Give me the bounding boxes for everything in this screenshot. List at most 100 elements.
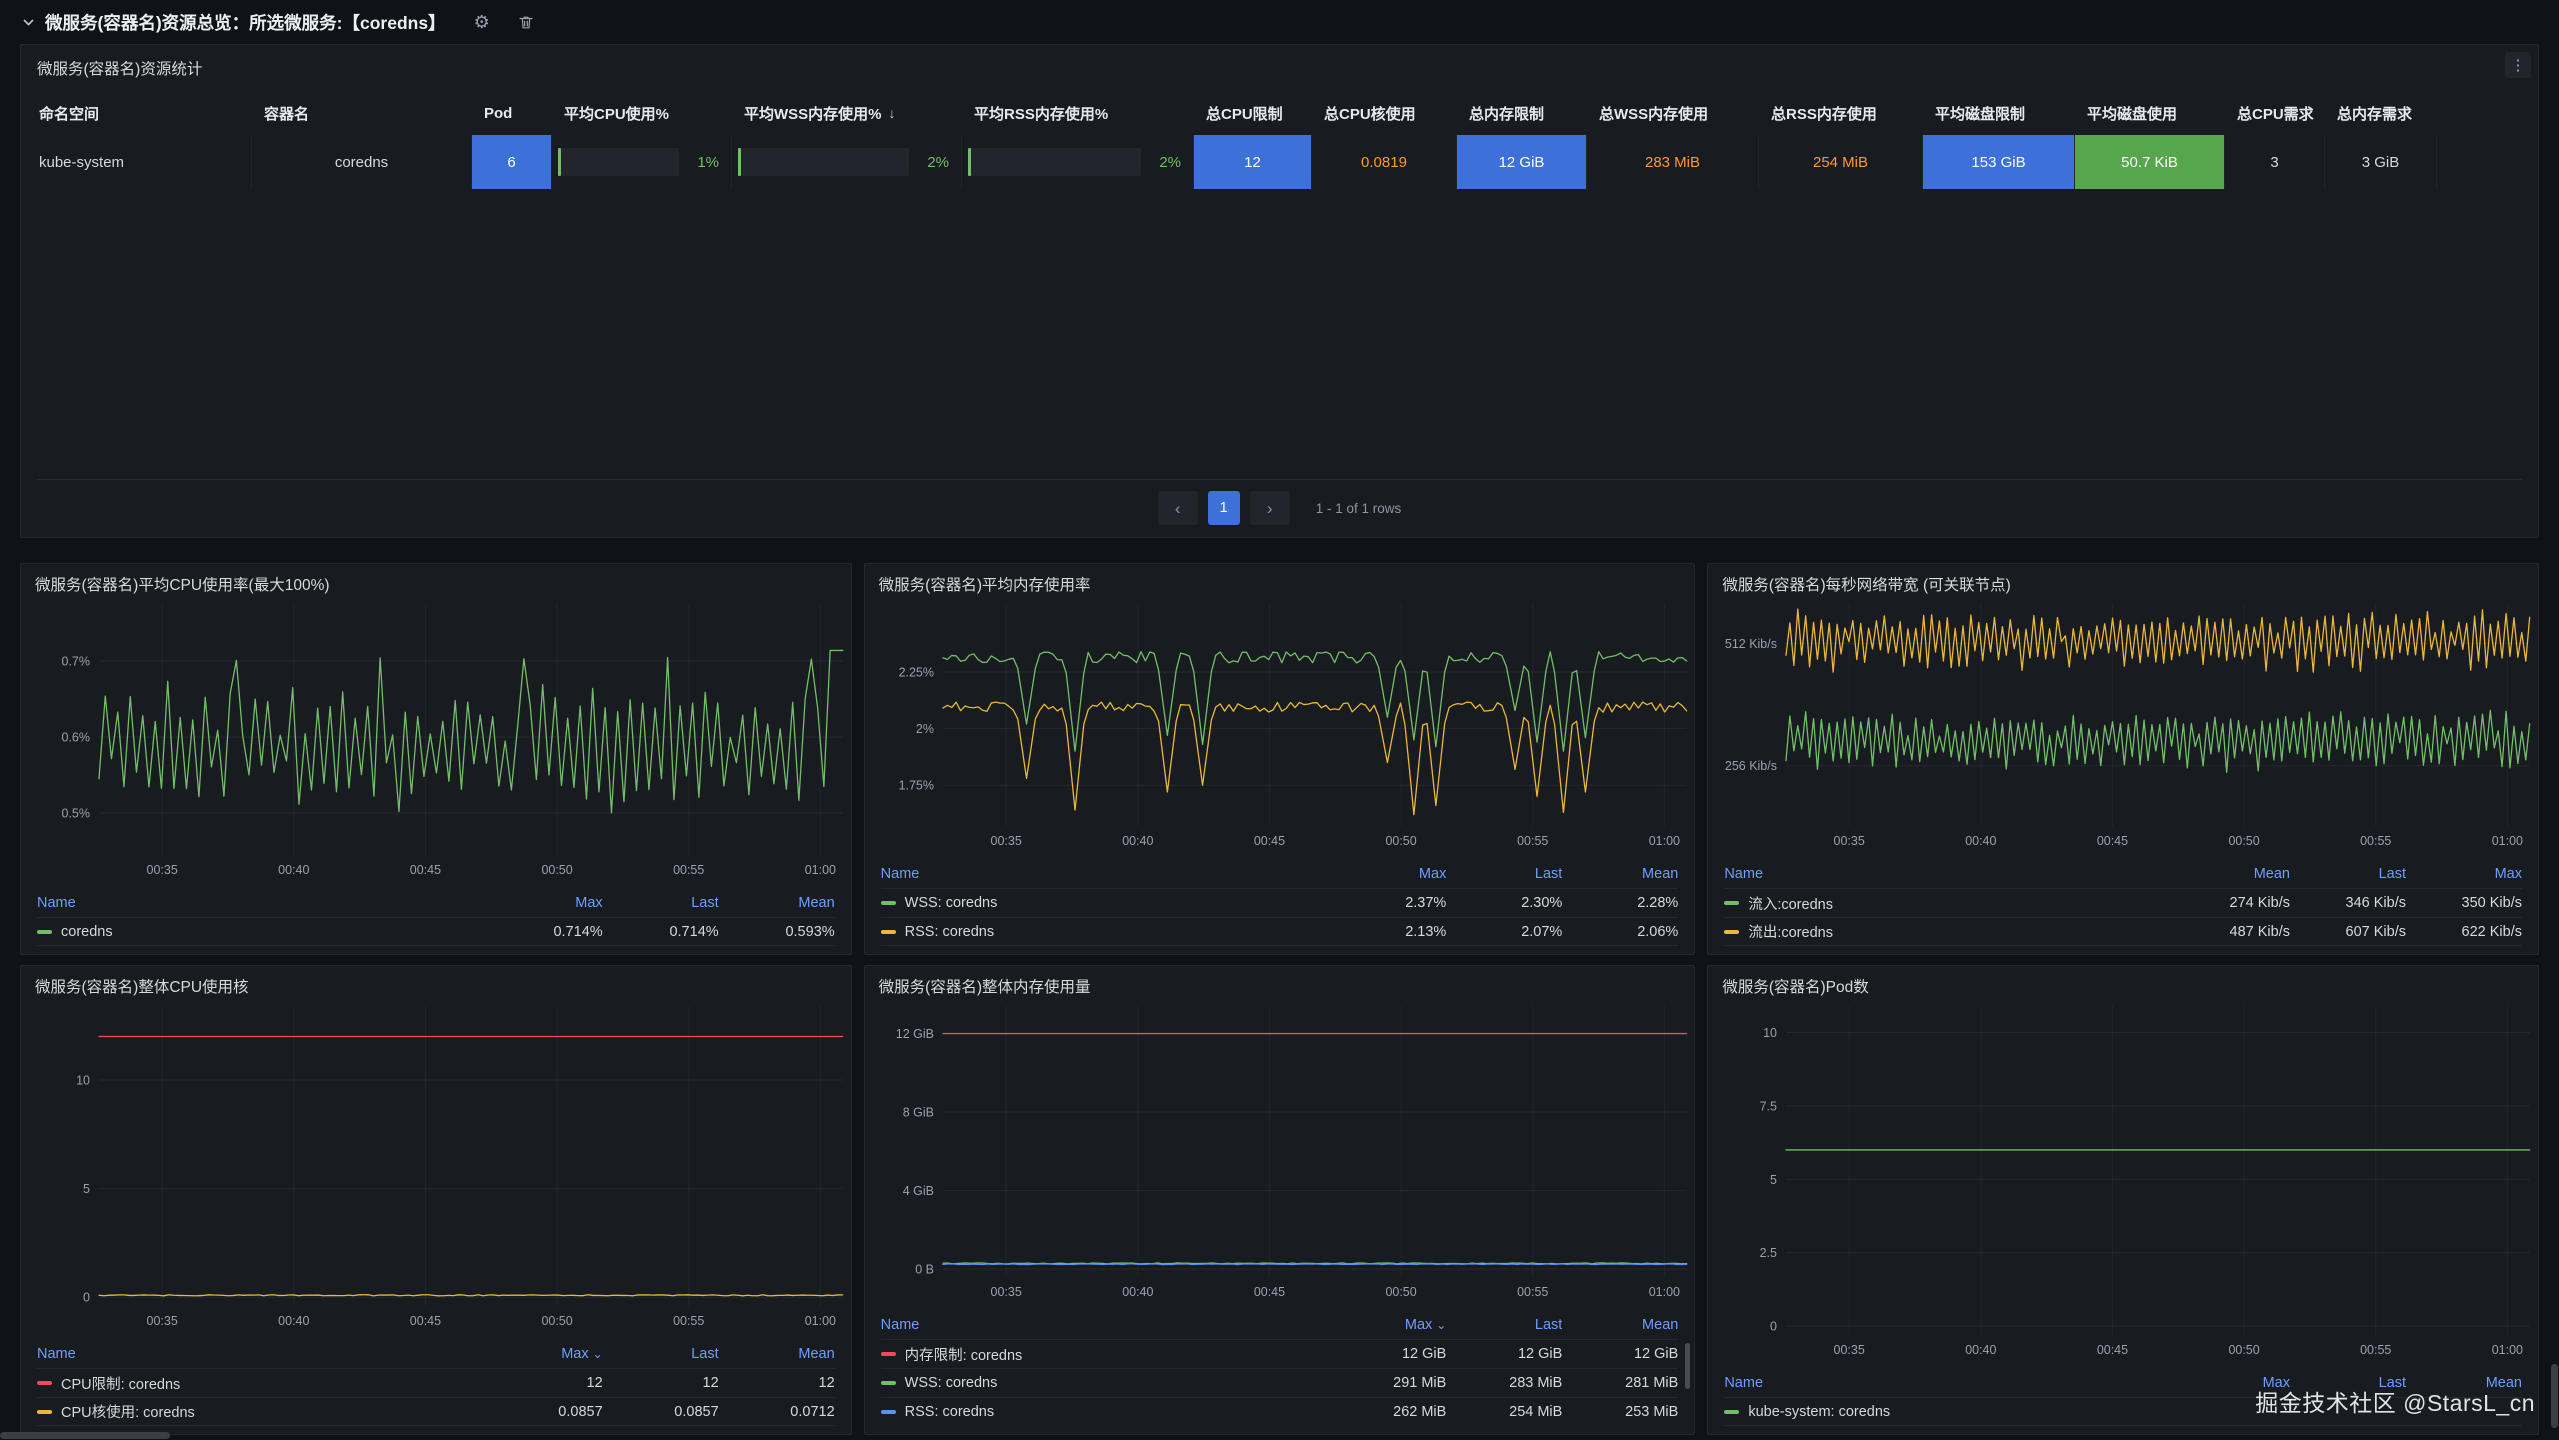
legend-series-name: 内存限制: coredns (880, 1344, 1331, 1365)
legend-col-name[interactable]: Name (880, 1317, 920, 1333)
legend-col-mean[interactable]: Mean (2253, 866, 2290, 882)
horizontal-scrollbar[interactable] (0, 1432, 170, 1439)
column-header-label: 命名空间 (39, 105, 100, 123)
x-tick-label: 00:45 (2097, 834, 2128, 848)
series-color-pill (1724, 929, 1740, 934)
sort-caret-icon: ⌄ (592, 1347, 603, 1361)
row-delete-button[interactable] (518, 14, 534, 31)
panel-menu-button[interactable]: ⋮ (2505, 52, 2531, 78)
column-header[interactable]: 平均WSS内存使用% ↓ (732, 91, 962, 135)
gauge-fill (738, 148, 742, 176)
column-header[interactable]: 总内存限制 (1457, 91, 1587, 135)
charts-grid: 微服务(容器名)平均CPU使用率(最大100%) 00:35 00:40 00:45… (20, 563, 2539, 1435)
x-tick-label: 00:40 (1122, 1285, 1153, 1299)
legend-col-max[interactable]: Max ⌄ (561, 1346, 603, 1362)
legend-series[interactable]: RSS: coredns 262 MiB 254 MiB 253 MiB (880, 1397, 1679, 1426)
column-header[interactable]: Pod (472, 91, 552, 135)
legend-col-mean[interactable]: Mean (798, 895, 835, 911)
legend-series[interactable]: RSS: coredns 2.13% 2.07% 2.06% (880, 917, 1679, 946)
legend-col-mean[interactable]: Mean (1642, 866, 1679, 882)
timeseries-plot[interactable]: 00:35 00:40 00:45 00:50 00:55 01:00 1.75% 2% 2.2… (865, 604, 1695, 852)
legend-series[interactable]: CPU限制: coredns 12 12 12 (37, 1368, 835, 1397)
y-tick-label: 0 (83, 1291, 90, 1305)
column-header-label: 总内存需求 (2337, 105, 2413, 123)
legend-col-max[interactable]: Max (575, 895, 603, 911)
pagination-prev-button[interactable]: ‹ (1157, 491, 1198, 525)
column-header[interactable]: 总内存需求 (2325, 91, 2437, 135)
column-header[interactable]: 平均磁盘限制 (1923, 91, 2075, 135)
series-color-pill (1724, 901, 1740, 905)
gauge-cell: 2% (962, 135, 1193, 189)
x-tick-label: 00:50 (2229, 1343, 2260, 1357)
trash-icon (519, 16, 533, 28)
legend-series[interactable]: coredns 0.714% 0.714% 0.593% (37, 917, 835, 946)
column-header-label: 总WSS内存使用 (1599, 105, 1709, 123)
column-header[interactable]: 总RSS内存使用 (1759, 91, 1923, 135)
legend-series[interactable]: 流出:coredns 487 Kib/s 607 Kib/s 622 Kib/s (1724, 917, 2522, 946)
timeseries-plot[interactable]: 00:35 00:40 00:45 00:50 00:55 01:00 0 B 4 GiB 8 … (865, 1006, 1695, 1303)
legend-col-last[interactable]: Last (1534, 1317, 1563, 1333)
legend-series[interactable]: 内存限制: coredns 12 GiB 12 GiB 12 GiB (880, 1339, 1679, 1368)
legend-col-mean[interactable]: Mean (1642, 1317, 1679, 1333)
timeseries-plot[interactable]: 00:35 00:40 00:45 00:50 00:55 01:00 0 2.5 5 7.5 10 (1708, 1006, 2538, 1361)
legend-header: Name Max Last Mean (1724, 1369, 2522, 1397)
legend-series[interactable]: WSS: coredns 291 MiB 283 MiB 281 MiB (880, 1368, 1679, 1397)
pagination-next-button[interactable]: › (1249, 491, 1290, 525)
timeseries-plot[interactable]: 00:35 00:40 00:45 00:50 00:55 01:00 0 5 10 (21, 1006, 851, 1332)
legend-col-max[interactable]: Max ⌄ (1404, 1317, 1447, 1333)
x-tick-label: 00:35 (147, 863, 178, 877)
legend-col-name[interactable]: Name (37, 1346, 76, 1362)
column-header[interactable]: 命名空间 (37, 91, 252, 135)
legend-series-value: 2.37% (1405, 895, 1447, 911)
x-tick-label: 00:35 (990, 1285, 1021, 1299)
legend-col-last[interactable]: Last (691, 1346, 719, 1362)
y-tick-label: 0.6% (62, 731, 90, 745)
column-header-label: 总CPU需求 (2237, 105, 2314, 123)
timeseries-plot[interactable]: 00:35 00:40 00:45 00:50 00:55 01:00 256 Kib/s 5… (1708, 604, 2538, 852)
column-header[interactable]: 总CPU需求 (2225, 91, 2325, 135)
timeseries-plot[interactable]: 00:35 00:40 00:45 00:50 00:55 01:00 0.5% 0.6% 0.… (21, 604, 851, 881)
cell-text: 3 (2270, 153, 2279, 171)
column-header-label: 总内存限制 (1469, 105, 1545, 123)
legend-series[interactable]: 流入:coredns 274 Kib/s 346 Kib/s 350 Kib/s (1724, 888, 2522, 917)
legend-col-max[interactable]: Max (2262, 1375, 2290, 1391)
legend-col-last[interactable]: Last (1534, 866, 1563, 882)
pagination-page-1[interactable]: 1 (1207, 491, 1240, 525)
legend-col-mean[interactable]: Mean (2485, 1375, 2522, 1391)
column-header[interactable]: 容器名 (252, 91, 472, 135)
column-header[interactable]: 平均磁盘使用 (2075, 91, 2225, 135)
column-header[interactable]: 平均RSS内存使用% (962, 91, 1194, 135)
legend-scrollbar[interactable] (1685, 1343, 1691, 1389)
column-header[interactable]: 总CPU限制 (1194, 91, 1312, 135)
legend-series[interactable]: CPU核使用: coredns 0.0857 0.0857 0.0712 (37, 1397, 835, 1426)
series-color-pill (37, 1381, 52, 1385)
table-header-row: 命名空间 容器名 Pod 平均CPU使用% 平均WSS内存使用% ↓ 平均RSS内存使用% 总… (21, 91, 2538, 135)
legend-col-name[interactable]: Name (1724, 1375, 1764, 1391)
legend-series-value: 283 MiB (1509, 1375, 1563, 1391)
legend-col-last[interactable]: Last (2378, 866, 2406, 882)
legend-series-label: 流出:coredns (1748, 925, 1833, 941)
gauge-fill (968, 148, 972, 176)
legend-col-max[interactable]: Max (1418, 866, 1447, 882)
column-header[interactable]: 总CPU核使用 (1312, 91, 1457, 135)
legend-series[interactable]: WSS: coredns 2.37% 2.30% 2.28% (880, 888, 1679, 917)
gear-icon: ⚙ (473, 11, 490, 32)
legend-col-mean[interactable]: Mean (798, 1346, 835, 1362)
row-settings-button[interactable]: ⚙ (474, 12, 490, 33)
panel-resource-stats: ⋮ 微服务(容器名)资源统计 命名空间 容器名 Pod 平均CPU使用% 平均WSS内存… (20, 44, 2539, 538)
legend-col-max[interactable]: Max (2494, 866, 2522, 882)
legend-col-last[interactable]: Last (691, 895, 719, 911)
legend-col-last[interactable]: Last (2378, 1375, 2406, 1391)
legend-series[interactable]: kube-system: coredns (1724, 1397, 2522, 1426)
table-cell: 12 (1194, 135, 1312, 189)
gauge-track (738, 148, 909, 176)
column-header[interactable]: 总WSS内存使用 (1587, 91, 1759, 135)
table-body: kube-system coredns 6 1% 2% 2% 12 0.0819 12 GiB 2… (21, 135, 2538, 189)
legend-col-name[interactable]: Name (880, 866, 920, 882)
x-tick-label: 00:40 (278, 863, 309, 877)
column-header[interactable]: 平均CPU使用% (552, 91, 732, 135)
vertical-scrollbar[interactable] (2551, 1364, 2558, 1428)
legend-col-name[interactable]: Name (37, 895, 76, 911)
row-collapse-toggle[interactable]: 微服务(容器名)资源总览：所选微服务:【coredns】 (22, 10, 446, 35)
legend-col-name[interactable]: Name (1724, 866, 1764, 882)
